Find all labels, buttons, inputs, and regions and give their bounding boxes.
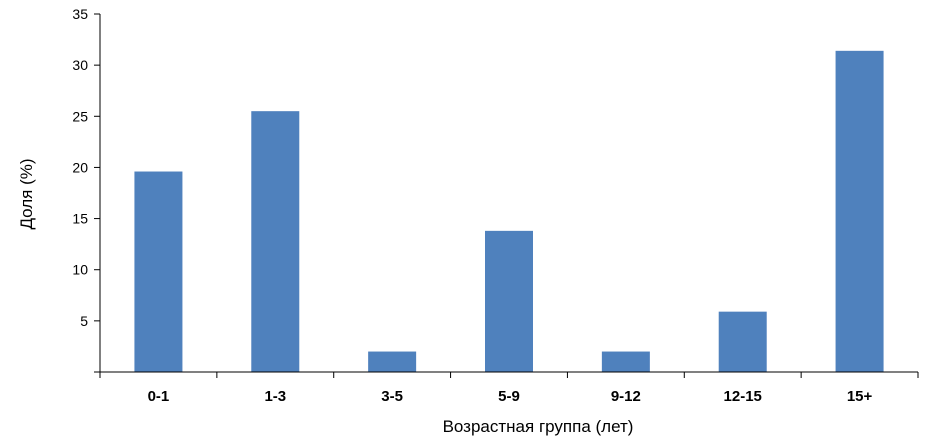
- bar-15+: [835, 50, 884, 373]
- y-axis-title: Доля (%): [17, 158, 36, 229]
- x-category-label: 1-3: [264, 388, 286, 405]
- x-axis: 0-1 1-3 3-5 5-9 9-12 12-15 15+: [94, 371, 919, 405]
- bar-12-15: [718, 311, 767, 372]
- bar-3-5: [368, 351, 417, 372]
- x-category-label: 5-9: [498, 388, 520, 405]
- y-tick-label: 35: [72, 6, 88, 22]
- bar-5-9: [485, 230, 533, 372]
- x-category-label: 15+: [847, 388, 873, 405]
- x-category-label: 0-1: [148, 388, 170, 405]
- x-category-label: 12-15: [724, 388, 762, 405]
- x-category-label: 9-12: [611, 388, 641, 405]
- y-tick-label: 5: [80, 313, 88, 329]
- y-tick-label: 15: [72, 211, 88, 227]
- y-tick-label: 25: [72, 108, 88, 124]
- bar-1-3: [251, 111, 300, 373]
- x-category-label: 3-5: [381, 388, 403, 405]
- bar-0-1: [134, 171, 183, 372]
- y-tick-label: 10: [72, 262, 88, 278]
- y-axis: 5 10 15 20 25 30 35: [72, 6, 101, 372]
- bars-group: [134, 50, 884, 373]
- bar-9-12: [601, 351, 650, 372]
- y-tick-label: 20: [72, 159, 88, 175]
- x-axis-title: Возрастная группа (лет): [443, 417, 634, 436]
- y-tick-label: 30: [72, 57, 88, 73]
